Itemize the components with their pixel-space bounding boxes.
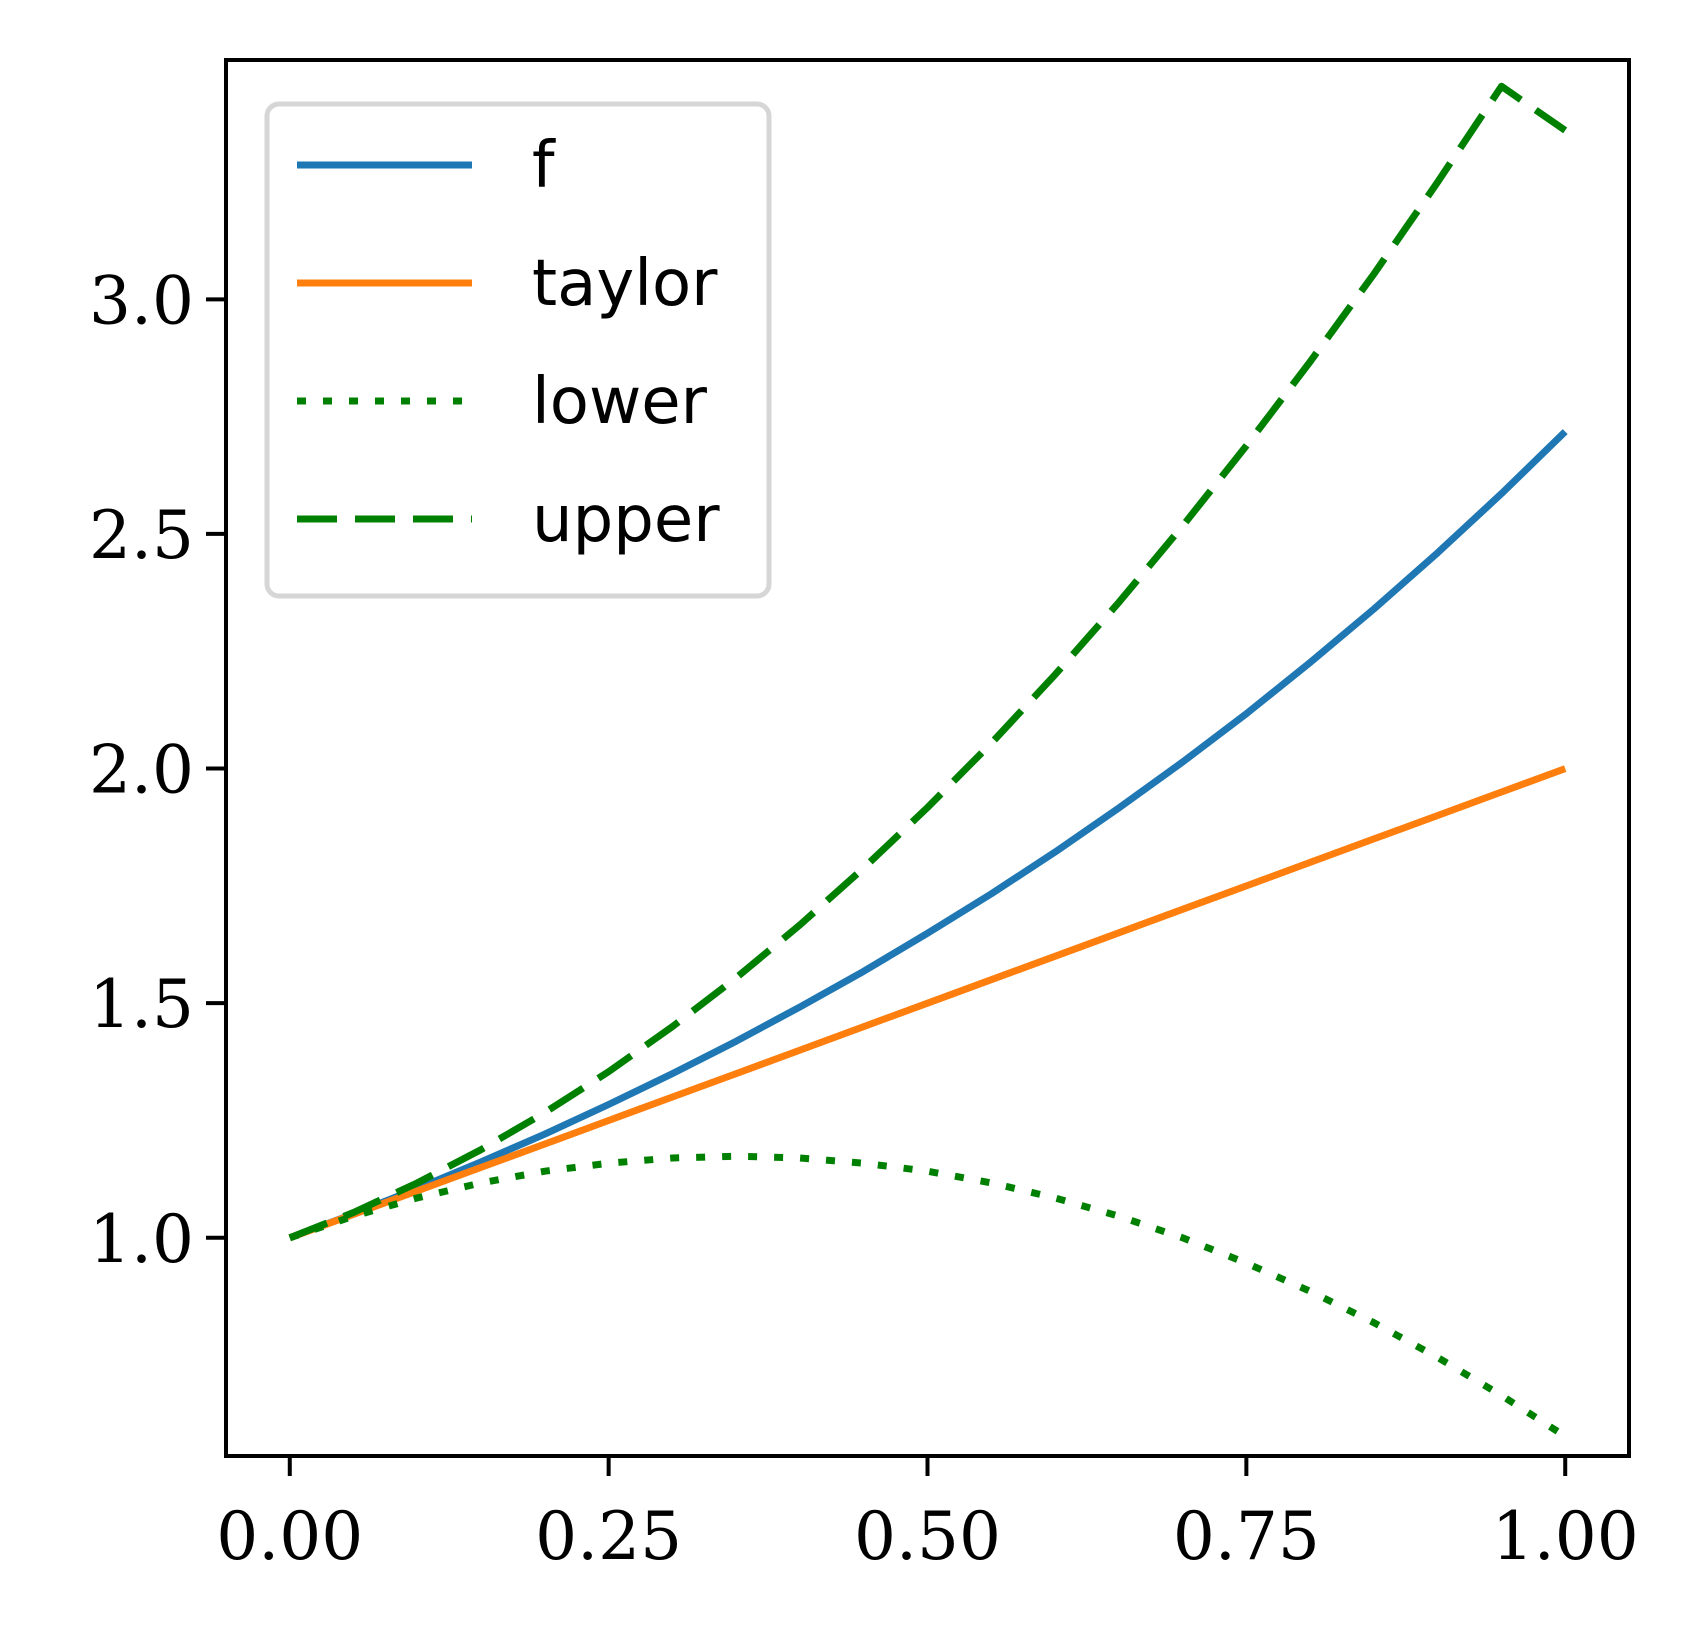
series-upper-line (288, 82, 1568, 1242)
x-tick-label: 0.50 (854, 1498, 1001, 1575)
x-tick-label: 0.75 (1173, 1498, 1320, 1575)
x-tick-label: 1.00 (1492, 1498, 1639, 1575)
series-taylor-line (288, 765, 1567, 1242)
series-lower-line (288, 1152, 1568, 1440)
legend-box (264, 101, 772, 599)
x-tick-label: 0.00 (216, 1498, 363, 1575)
y-tick-label: 1.5 (89, 966, 194, 1043)
y-tick-label: 2.5 (89, 497, 194, 574)
x-axis: 0.00 0.25 0.50 0.75 1.00 (216, 1456, 1639, 1575)
legend-label-upper: upper (532, 483, 720, 557)
y-tick-label: 3.0 (89, 262, 194, 339)
legend: f taylor lower upper (264, 101, 772, 599)
series-layer (288, 82, 1568, 1440)
legend-label-f: f (532, 129, 556, 203)
x-tick-label: 0.25 (535, 1498, 682, 1575)
y-axis: 1.0 1.5 2.0 2.5 3.0 (89, 262, 226, 1278)
legend-label-taylor: taylor (532, 247, 718, 321)
legend-label-lower: lower (532, 365, 708, 439)
y-tick-label: 2.0 (89, 732, 194, 809)
y-tick-label: 1.0 (89, 1201, 194, 1278)
series-f-line (288, 429, 1568, 1242)
